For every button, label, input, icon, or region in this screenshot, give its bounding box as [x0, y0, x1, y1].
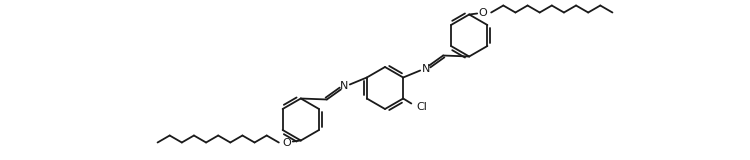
Text: O: O: [283, 137, 291, 148]
Text: O: O: [478, 8, 488, 17]
Text: N: N: [422, 64, 430, 75]
Text: Cl: Cl: [416, 101, 428, 112]
Text: N: N: [340, 80, 348, 91]
